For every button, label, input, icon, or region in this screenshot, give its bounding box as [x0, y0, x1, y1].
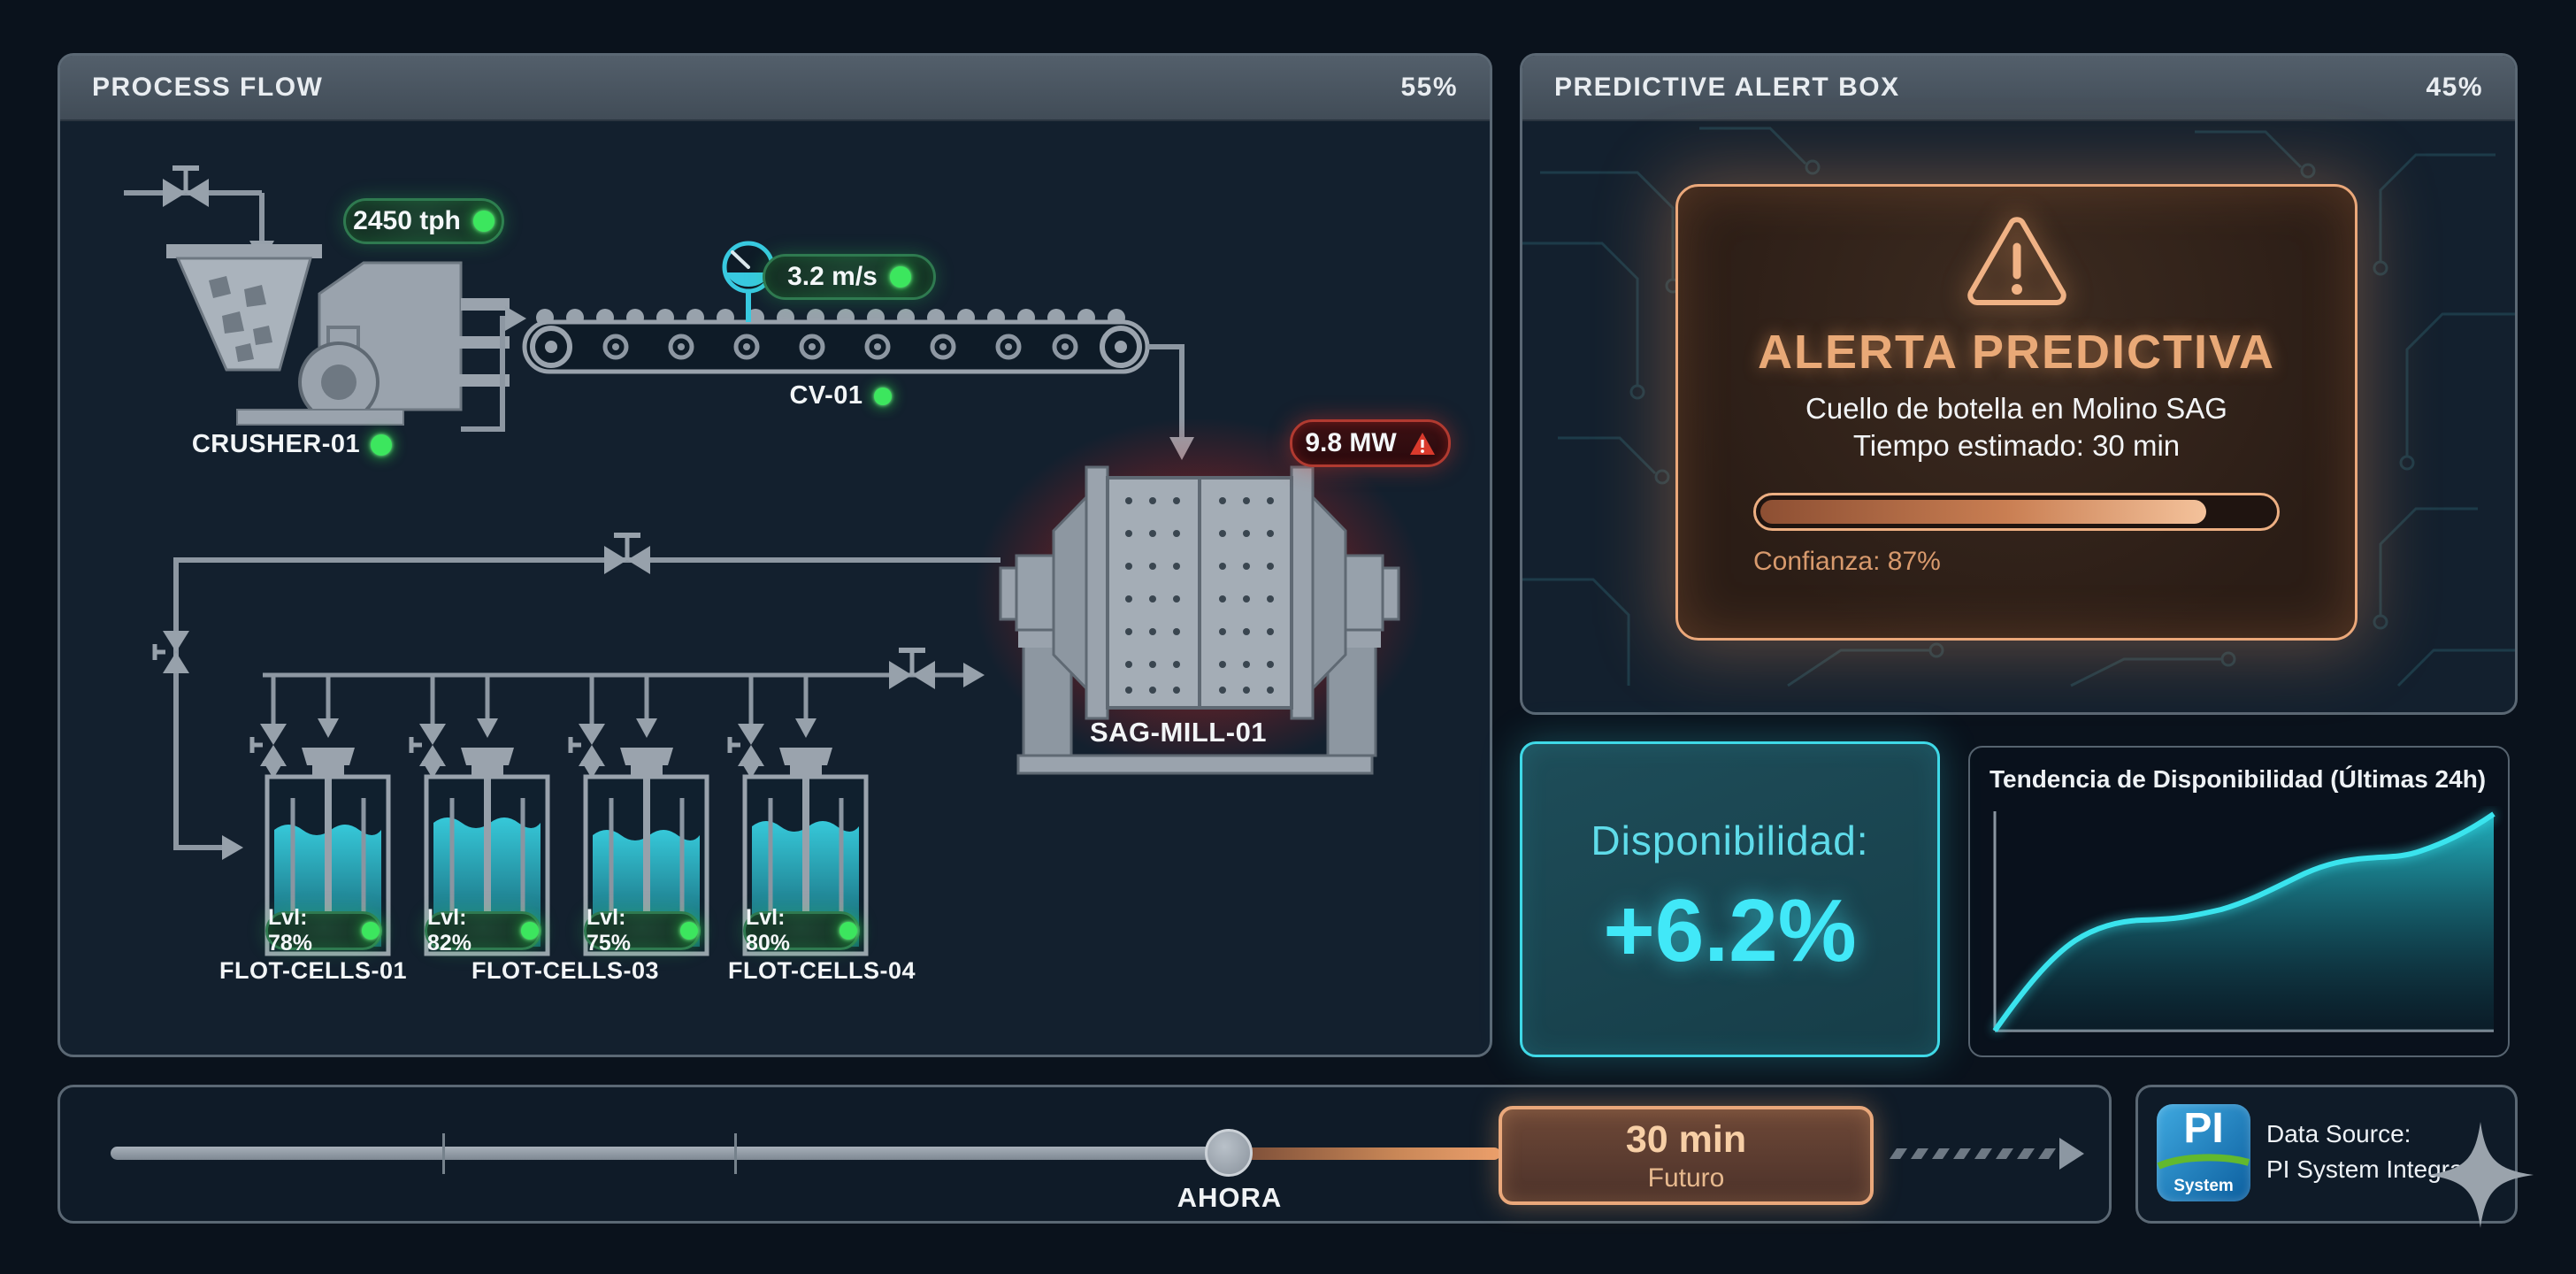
status-ok-icon — [521, 922, 539, 940]
flot-cells-label: FLOT-CELLS-01 — [218, 957, 407, 984]
alert-message-line1: Cuello de botella en Molino SAG — [1806, 392, 2227, 425]
status-ok-icon — [840, 922, 857, 940]
mill-recirc-pipe — [173, 557, 1000, 860]
pi-logo-swoosh-icon — [2157, 1154, 2250, 1170]
availability-trend-card: Tendencia de Disponibilidad (Últimas 24h… — [1968, 746, 2510, 1057]
mill-power-value: 9.8 MW — [1305, 428, 1397, 457]
status-ok-icon — [889, 266, 911, 288]
alert-message-line2: Tiempo estimado: 30 min — [1852, 429, 2181, 462]
status-ok-icon — [371, 434, 393, 456]
timeline-tick — [734, 1133, 737, 1174]
conveyor-speed-badge: 3.2 m/s — [763, 254, 936, 300]
predictive-alert-percent: 45% — [2426, 73, 2483, 102]
flotation-header-pipe — [263, 663, 985, 687]
timeline-tick — [442, 1133, 445, 1174]
alert-warning-icon — [1966, 217, 2066, 305]
circuit-pattern-decoration — [1522, 127, 2515, 687]
predictive-alert-header: PREDICTIVE ALERT BOX 45% — [1522, 56, 2515, 121]
confidence-progress-bar — [1753, 493, 2280, 531]
timeline-track-future — [1242, 1147, 1500, 1160]
pi-system-logo: PI System — [2157, 1104, 2250, 1201]
status-ok-icon — [472, 211, 494, 232]
crusher-icon[interactable] — [166, 244, 510, 426]
conveyor-label: CV-01 — [761, 381, 920, 411]
sparkle-cursor-icon — [2427, 1122, 2534, 1228]
crusher-label: CRUSHER-01 — [192, 430, 393, 459]
status-ok-icon — [362, 922, 380, 940]
flot-cell-level-badge: Lvl: 82% — [425, 905, 541, 956]
future-horizon-button[interactable]: 30 min Futuro — [1499, 1106, 1874, 1205]
flot-cell-level-badge: Lvl: 75% — [584, 905, 701, 956]
header-valve-icon[interactable] — [889, 650, 935, 689]
conveyor-icon[interactable] — [522, 309, 1150, 374]
warning-icon — [1409, 432, 1435, 455]
crusher-to-conveyor-pipe — [461, 306, 526, 432]
availability-card: Disponibilidad: +6.2% — [1520, 741, 1940, 1057]
process-flow-percent: 55% — [1400, 73, 1458, 102]
timeline-now-label: AHORA — [1177, 1182, 1283, 1213]
alert-title: ALERTA PREDICTIVA — [1758, 326, 2275, 379]
process-flow-header: PROCESS FLOW 55% — [60, 56, 1490, 121]
crusher-throughput-badge: 2450 tph — [343, 198, 504, 244]
process-flow-title: PROCESS FLOW — [92, 73, 324, 102]
data-source-text: Data Source: PI System Integration — [2266, 1117, 2503, 1187]
flot-cells-label: FLOT-CELLS-04 — [727, 957, 916, 984]
feed-valve-icon[interactable] — [163, 168, 209, 207]
timeline-track-past[interactable] — [111, 1147, 1227, 1160]
future-horizon-caption: Futuro — [1647, 1163, 1725, 1193]
status-ok-icon — [873, 387, 892, 405]
availability-value: +6.2% — [1603, 881, 1857, 980]
confidence-label: Confianza: 87% — [1753, 547, 1941, 576]
timeline-now-handle[interactable] — [1205, 1129, 1253, 1177]
data-source-line1: Data Source: — [2266, 1120, 2411, 1147]
flot-cells-label: FLOT-CELLS-03 — [471, 957, 659, 984]
cell-feed-drops — [271, 675, 809, 768]
status-ok-icon — [680, 922, 698, 940]
predictive-alert-title: PREDICTIVE ALERT BOX — [1554, 73, 1900, 102]
pi-logo-text: PI — [2183, 1105, 2224, 1152]
recirc-valve-icon[interactable] — [604, 535, 650, 574]
conveyor-speed-value: 3.2 m/s — [787, 262, 878, 291]
future-dashed-arrow-icon — [1890, 1138, 2084, 1170]
flot-cell-level-badge: Lvl: 78% — [265, 905, 382, 956]
pi-logo-subtext: System — [2174, 1177, 2234, 1195]
flot-cell-level-badge: Lvl: 80% — [743, 905, 860, 956]
mill-power-badge: 9.8 MW — [1290, 419, 1451, 467]
availability-label: Disponibilidad: — [1591, 817, 1869, 863]
crusher-throughput-value: 2450 tph — [353, 206, 461, 235]
future-horizon-value: 30 min — [1625, 1117, 1747, 1161]
trend-title: Tendencia de Disponibilidad (Últimas 24h… — [1990, 765, 2487, 793]
predictive-alert-card: ALERTA PREDICTIVA Cuello de botella en M… — [1675, 184, 2358, 641]
availability-trend-chart — [1992, 811, 2496, 1032]
downleg-valve-icon[interactable] — [155, 631, 189, 673]
confidence-progress-fill — [1760, 500, 2206, 524]
sag-mill-label: SAG-MILL-01 — [1089, 717, 1268, 748]
sag-mill-icon[interactable] — [999, 465, 1400, 775]
